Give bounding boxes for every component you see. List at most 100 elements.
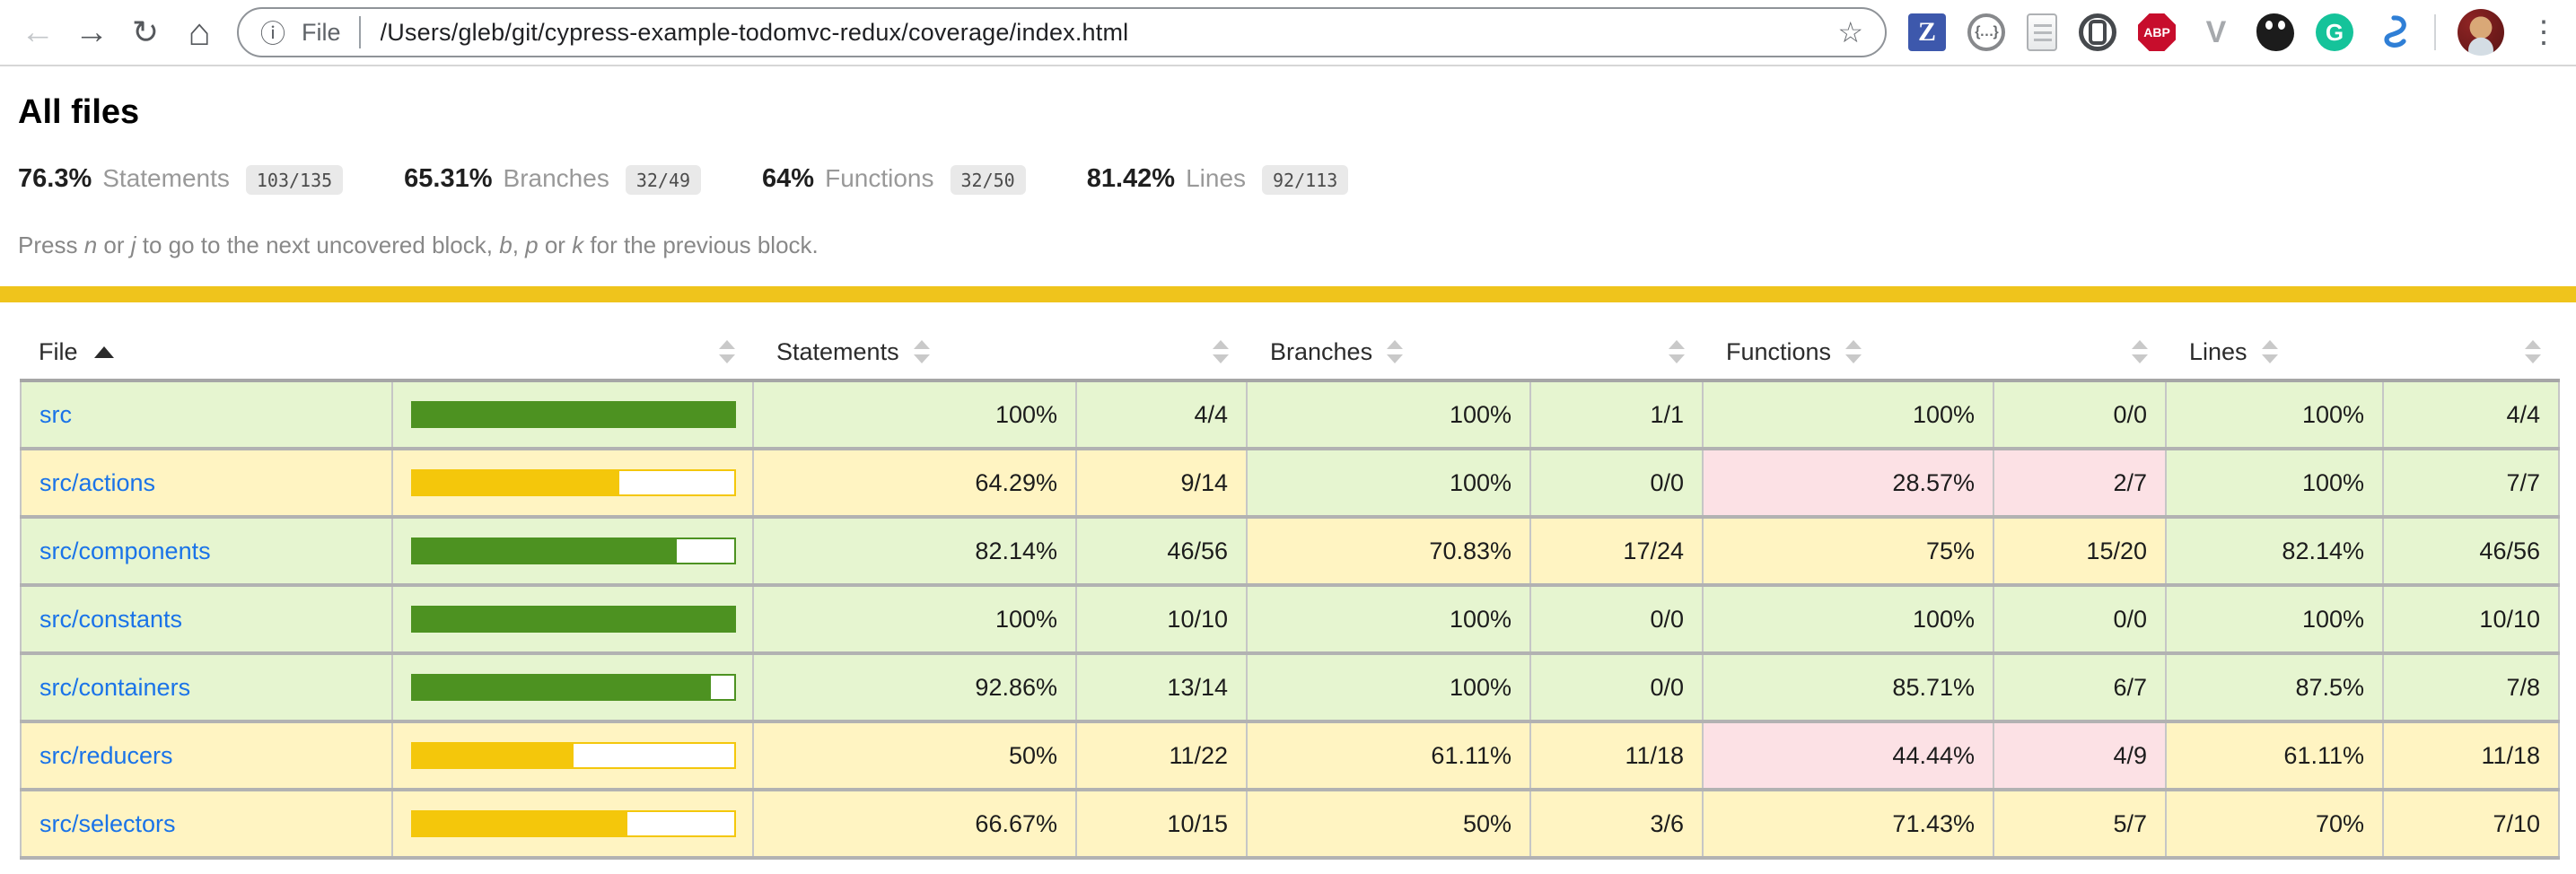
page-info-icon[interactable]: ⓘ — [260, 20, 286, 48]
z-extension-icon[interactable]: Z — [1908, 13, 1946, 51]
reload-button[interactable]: ↻ — [131, 13, 160, 50]
url-scheme-label: File — [302, 18, 341, 46]
column-header-branches-raw[interactable] — [1530, 324, 1703, 382]
file-link[interactable]: src/components — [39, 537, 211, 564]
sort-icon[interactable] — [913, 340, 930, 363]
file-link[interactable]: src/containers — [39, 673, 191, 701]
column-header-functions[interactable]: Functions — [1703, 324, 1993, 382]
functions-pct-cell: 44.44% — [1702, 721, 1994, 791]
lines-pct-cell: 82.14% — [2165, 517, 2384, 587]
sort-icon[interactable] — [1213, 340, 1229, 363]
statements-raw-cell: 46/56 — [1075, 517, 1248, 587]
back-button[interactable]: ← — [21, 13, 55, 51]
swirl-icon — [2384, 15, 2406, 48]
branches-raw-cell: 0/0 — [1529, 585, 1704, 655]
coverage-summary: 76.3% Statements 103/135 65.31% Branches 32/… — [18, 164, 2558, 195]
sort-icon[interactable] — [1845, 340, 1862, 363]
lines-pct-cell: 61.11% — [2165, 721, 2384, 791]
coverage-bar-cell — [391, 585, 754, 655]
functions-raw-cell: 6/7 — [1993, 653, 2167, 723]
coverage-bar-fill — [413, 539, 678, 563]
file-link[interactable]: src/reducers — [39, 741, 173, 769]
sort-ascending-icon — [93, 346, 114, 358]
functions-raw-cell: 0/0 — [1993, 380, 2167, 450]
sort-icon[interactable] — [2132, 340, 2148, 363]
statements-percent: 76.3% — [18, 164, 92, 193]
column-header-functions-raw[interactable] — [1993, 324, 2166, 382]
file-link[interactable]: src/actions — [39, 468, 156, 496]
statements-column-label: Statements — [776, 338, 899, 365]
sort-icon[interactable] — [1669, 340, 1685, 363]
file-link[interactable]: src — [39, 400, 72, 428]
sort-icon[interactable] — [2525, 340, 2541, 363]
table-row: src/selectors 66.67% 10/15 50% 3/6 71.43… — [20, 790, 2560, 860]
lines-raw-cell: 10/10 — [2382, 585, 2560, 655]
column-header-file[interactable]: File — [21, 324, 392, 382]
file-link[interactable]: src/constants — [39, 605, 183, 633]
toolbar-separator — [2434, 14, 2436, 50]
json-viewer-extension-icon[interactable]: {…} — [1967, 13, 2005, 51]
column-header-lines[interactable]: Lines — [2166, 324, 2383, 382]
url-text[interactable]: /Users/gleb/git/cypress-example-todomvc-… — [380, 18, 1129, 46]
column-header-branches[interactable]: Branches — [1247, 324, 1530, 382]
statements-pct-cell: 50% — [752, 721, 1077, 791]
blue-swirl-extension-icon[interactable] — [2375, 13, 2413, 51]
page-title: All files — [18, 93, 140, 131]
branches-pct-cell: 100% — [1246, 585, 1531, 655]
userscript-extension-icon[interactable] — [2027, 13, 2057, 51]
lines-pct-cell: 100% — [2165, 449, 2384, 519]
lines-raw-cell: 7/8 — [2382, 653, 2560, 723]
coverage-bar — [411, 810, 736, 837]
functions-label: Functions — [825, 164, 934, 192]
functions-fraction-badge: 32/50 — [950, 165, 1026, 195]
grammarly-extension-icon[interactable]: G — [2316, 13, 2353, 51]
table-row: src/components 82.14% 46/56 70.83% 17/24… — [20, 517, 2560, 587]
statements-pct-cell: 66.67% — [752, 790, 1077, 860]
coverage-bar — [411, 469, 736, 496]
coverage-table-body: src 100% 4/4 100% 1/1 100% 0/0 100% 4/4 … — [20, 380, 2560, 860]
branches-raw-cell: 17/24 — [1529, 517, 1704, 587]
column-header-chart[interactable] — [392, 324, 753, 382]
coverage-bar-fill — [413, 744, 574, 767]
onepassword-extension-icon[interactable] — [2079, 13, 2116, 51]
profile-avatar[interactable] — [2458, 9, 2504, 56]
lines-pct-cell: 100% — [2165, 380, 2384, 450]
column-header-lines-raw[interactable] — [2383, 324, 2559, 382]
functions-pct-cell: 85.71% — [1702, 653, 1994, 723]
functions-pct-cell: 28.57% — [1702, 449, 1994, 519]
table-header-row: File Statements Branches Functions Lines — [21, 324, 2559, 382]
lines-pct-cell: 100% — [2165, 585, 2384, 655]
table-row: src 100% 4/4 100% 1/1 100% 0/0 100% 4/4 — [20, 380, 2560, 450]
branches-pct-cell: 100% — [1246, 653, 1531, 723]
column-header-statements-raw[interactable] — [1076, 324, 1247, 382]
bookmark-star-icon[interactable]: ☆ — [1837, 16, 1863, 48]
branches-pct-cell: 61.11% — [1246, 721, 1531, 791]
branches-percent: 65.31% — [404, 164, 493, 193]
vue-devtools-extension-icon[interactable]: V — [2205, 14, 2227, 49]
forward-button[interactable]: → — [74, 13, 109, 51]
lines-label: Lines — [1186, 164, 1247, 192]
sort-icon[interactable] — [1387, 340, 1404, 363]
table-row: src/actions 64.29% 9/14 100% 0/0 28.57% … — [20, 449, 2560, 519]
column-header-statements[interactable]: Statements — [753, 324, 1076, 382]
functions-raw-cell: 15/20 — [1993, 517, 2167, 587]
kuker-extension-icon[interactable] — [2256, 13, 2294, 51]
coverage-table: File Statements Branches Functions Lines… — [20, 324, 2560, 860]
file-link[interactable]: src/selectors — [39, 809, 176, 837]
sort-icon[interactable] — [2261, 340, 2278, 363]
functions-pct-cell: 75% — [1702, 517, 1994, 587]
browser-menu-button[interactable]: ⋮ — [2528, 15, 2559, 49]
adblock-plus-extension-icon[interactable]: ABP — [2138, 13, 2176, 51]
address-bar[interactable]: ⓘ File /Users/gleb/git/cypress-example-t… — [237, 7, 1887, 57]
functions-raw-cell: 0/0 — [1993, 585, 2167, 655]
lines-raw-cell: 4/4 — [2382, 380, 2560, 450]
coverage-bar-cell — [391, 449, 754, 519]
coverage-bar-fill — [413, 812, 627, 835]
home-button[interactable]: ⌂ — [188, 11, 211, 53]
coverage-bar — [411, 401, 736, 428]
statements-label: Statements — [102, 164, 230, 192]
metric-statements: 76.3% Statements 103/135 — [18, 164, 344, 195]
coverage-bar-cell — [391, 653, 754, 723]
lines-column-label: Lines — [2189, 338, 2247, 365]
sort-icon[interactable] — [719, 340, 735, 363]
